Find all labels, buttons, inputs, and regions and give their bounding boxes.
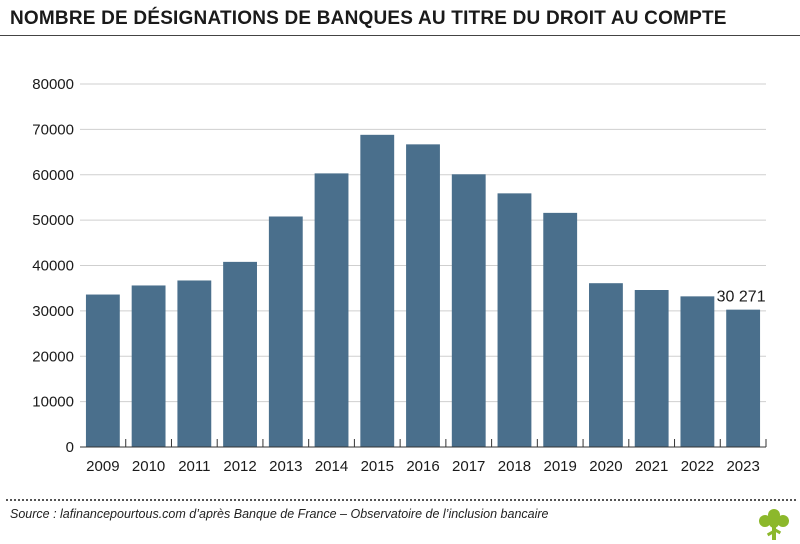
bar-2022 xyxy=(680,296,715,447)
x-axis-ticks: 2009 2010 2011 2012 2013 2014 2015 2016 2017 2018… xyxy=(86,439,767,475)
bar-2011 xyxy=(177,280,212,447)
annotations: 30 271 xyxy=(717,289,766,306)
y-tick-label: 80000 xyxy=(32,76,74,93)
source-note: Source : lafinancepourtous.com d’après B… xyxy=(10,507,549,521)
bar-2012 xyxy=(223,261,257,447)
x-tick-label: 2016 xyxy=(406,458,439,475)
value-label-2023: 30 271 xyxy=(717,289,766,306)
bar-2016 xyxy=(406,144,440,447)
y-tick-label: 40000 xyxy=(32,258,74,275)
x-tick-label: 2017 xyxy=(452,458,485,475)
x-tick-label: 2018 xyxy=(498,458,531,475)
x-tick-label: 2009 xyxy=(86,458,119,475)
bar-2020 xyxy=(589,283,623,447)
x-tick-label: 2022 xyxy=(681,458,714,475)
bar-2019 xyxy=(543,212,578,447)
x-tick-label: 2015 xyxy=(361,458,394,475)
y-tick-label: 30000 xyxy=(32,303,74,320)
tree-icon xyxy=(759,509,789,540)
bar-2013 xyxy=(268,216,303,447)
y-tick-label: 10000 xyxy=(32,394,74,411)
x-tick-label: 2020 xyxy=(589,458,622,475)
x-tick-label: 2011 xyxy=(178,458,210,475)
x-tick-label: 2019 xyxy=(544,458,577,475)
y-tick-label: 0 xyxy=(66,439,74,456)
x-tick-label: 2012 xyxy=(223,458,256,475)
x-tick-label: 2021 xyxy=(635,458,668,475)
y-tick-label: 20000 xyxy=(32,348,74,365)
bar-2015 xyxy=(360,134,395,447)
bar-2017 xyxy=(451,174,486,447)
bar-2010 xyxy=(131,285,166,447)
bars xyxy=(85,134,761,448)
bar-2021 xyxy=(634,290,669,447)
footer-divider xyxy=(6,499,796,501)
chart-title: NOMBRE DE DÉSIGNATIONS DE BANQUES AU TIT… xyxy=(10,8,727,29)
bar-2009 xyxy=(85,294,120,447)
x-tick-label: 2013 xyxy=(269,458,302,475)
y-tick-label: 60000 xyxy=(32,167,74,184)
x-tick-label: 2010 xyxy=(132,458,165,475)
title-divider xyxy=(0,35,800,36)
bar-chart: 0 10000 20000 30000 40000 50000 60000 70000 8000… xyxy=(32,76,767,475)
y-tick-label: 50000 xyxy=(32,212,74,229)
x-tick-label: 2023 xyxy=(726,458,759,475)
x-tick-label: 2014 xyxy=(315,458,348,475)
y-tick-label: 70000 xyxy=(32,121,74,138)
y-axis-ticks: 0 10000 20000 30000 40000 50000 60000 70000 8000… xyxy=(32,76,74,456)
bar-2018 xyxy=(497,193,532,447)
bar-2023 xyxy=(726,309,761,447)
bar-2014 xyxy=(314,173,349,448)
